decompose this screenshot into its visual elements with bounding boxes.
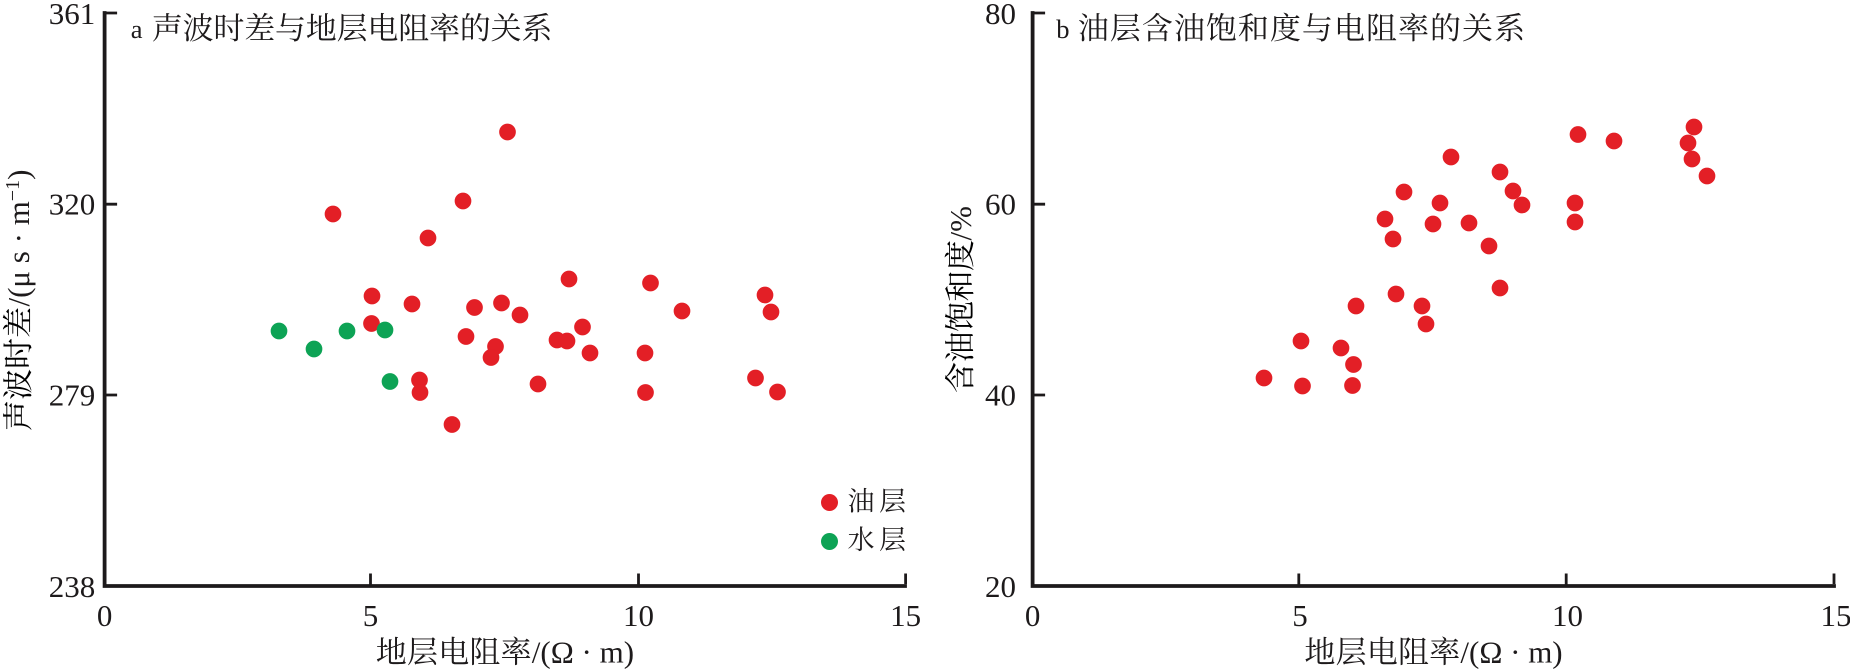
svg-text:238: 238: [49, 569, 96, 604]
svg-text:/%: /%: [943, 206, 978, 240]
svg-text:80: 80: [985, 0, 1016, 31]
svg-text:15: 15: [1821, 598, 1850, 633]
svg-text:361: 361: [49, 0, 96, 31]
svg-text:0: 0: [1025, 598, 1041, 633]
svg-text:40: 40: [985, 378, 1016, 413]
svg-text:a: a: [131, 14, 143, 44]
svg-text:/(Ω · m): /(Ω · m): [1460, 635, 1562, 670]
svg-text:0: 0: [97, 598, 113, 633]
svg-text:279: 279: [49, 378, 96, 413]
svg-text:320: 320: [49, 187, 96, 222]
svg-text:20: 20: [985, 569, 1016, 604]
svg-text:10: 10: [1552, 598, 1583, 633]
svg-text:/(Ω · m): /(Ω · m): [532, 635, 634, 670]
svg-text:b: b: [1056, 14, 1069, 44]
svg-text:15: 15: [890, 598, 921, 633]
svg-text:5: 5: [363, 598, 379, 633]
svg-text:60: 60: [985, 187, 1016, 222]
svg-text:5: 5: [1292, 598, 1308, 633]
svg-text:10: 10: [623, 598, 654, 633]
